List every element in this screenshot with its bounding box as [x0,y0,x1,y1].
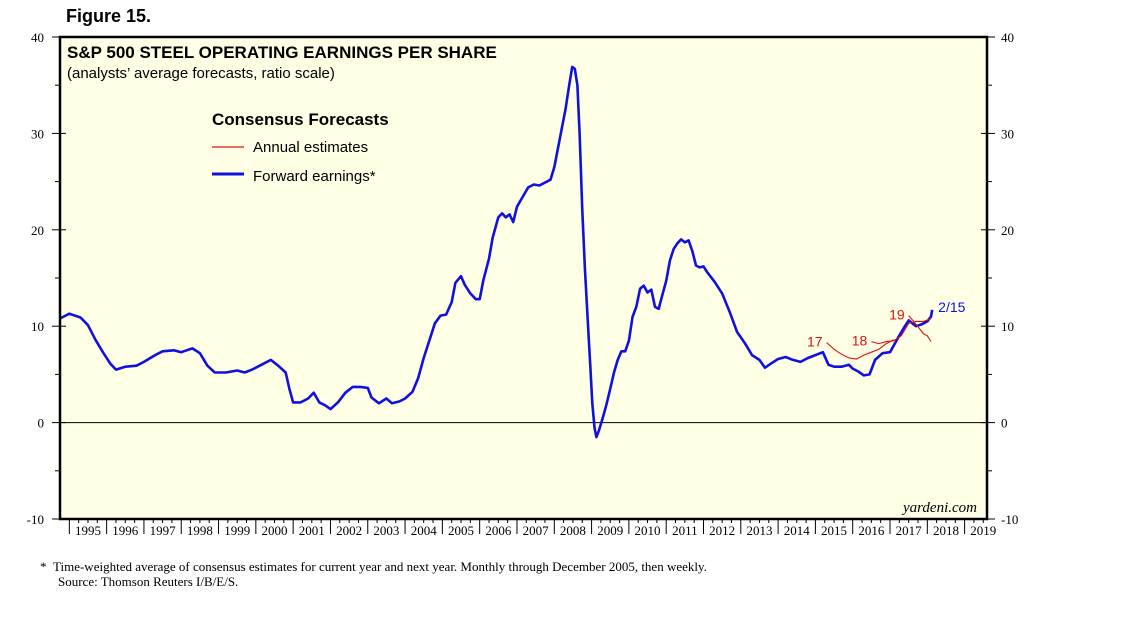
annual-estimate-label-19: 19 [889,307,905,323]
y-tick-label-left: 10 [31,319,44,334]
x-tick-label: 2014 [784,523,811,538]
annual-estimate-line-18 [871,317,932,345]
chart-subtitle: (analysts’ average forecasts, ratio scal… [67,65,335,82]
x-tick-label: 2017 [896,523,923,538]
legend: Consensus Forecasts Annual estimates For… [212,110,389,185]
chart-title: S&P 500 STEEL OPERATING EARNINGS PER SHA… [67,43,497,62]
x-tick-label: 2012 [709,523,735,538]
annual-estimate-label-18: 18 [852,333,868,349]
forward-earnings-line [59,65,934,439]
footnote-source: Source: Thomson Reuters I/B/E/S. [58,574,239,589]
x-tick-label: 1995 [75,523,101,538]
footnote-marker: * [40,559,47,574]
y-tick-label-left: 30 [31,126,44,141]
x-tick-label: 2003 [373,523,399,538]
figure-label: Figure 15. [66,6,152,26]
y-tick-label-left: 0 [38,416,45,431]
y-tick-label-left: 20 [31,223,44,238]
y-tick-label-right: 0 [1001,416,1008,431]
x-tick-label: 1996 [112,523,139,538]
legend-label-forward: Forward earnings* [253,168,376,185]
y-tick-label-right: 10 [1001,319,1014,334]
y-tick-label-right: 20 [1001,223,1014,238]
x-tick-label: 2005 [448,523,474,538]
x-tick-label: 2018 [933,523,959,538]
annual-estimate-line-19 [908,315,932,342]
legend-title: Consensus Forecasts [212,110,389,129]
x-tick-label: 2007 [523,523,550,538]
x-tick-label: 2006 [485,523,512,538]
x-tick-label: 2002 [336,523,362,538]
y-tick-label-left: 40 [31,30,44,45]
footnote-text: Time-weighted average of consensus estim… [53,559,707,574]
annual-estimate-line-17 [826,339,894,360]
y-tick-label-left: -10 [27,512,44,527]
legend-label-annual: Annual estimates [253,139,368,156]
watermark: yardeni.com [901,500,977,516]
x-tick-label: 2019 [970,523,996,538]
chart: 2/15 17 18 19 -10 -10 0 0 10 10 20 20 30 30 40 40 1995 1… [27,30,1019,538]
x-tick-label: 1999 [224,523,250,538]
x-tick-label: 2011 [672,523,698,538]
x-tick-label: 2000 [261,523,287,538]
plot-area [60,37,987,519]
x-tick-label: 2013 [746,523,772,538]
x-tick-label: 2008 [560,523,586,538]
last-date-label: 2/15 [938,299,965,315]
footnote-line-1: * Time-weighted average of consensus est… [40,559,707,575]
x-tick-label: 1998 [187,523,213,538]
y-tick-label-right: 30 [1001,126,1014,141]
x-tick-label: 2016 [858,523,885,538]
y-tick-label-right: 40 [1001,30,1014,45]
x-tick-label: 2009 [597,523,623,538]
y-tick-label-right: -10 [1001,512,1018,527]
x-tick-label: 1997 [150,523,177,538]
annual-estimate-label-17: 17 [807,334,823,350]
x-tick-label: 2015 [821,523,847,538]
x-tick-label: 2010 [635,523,661,538]
x-tick-label: 2001 [299,523,325,538]
x-tick-label: 2004 [411,523,438,538]
